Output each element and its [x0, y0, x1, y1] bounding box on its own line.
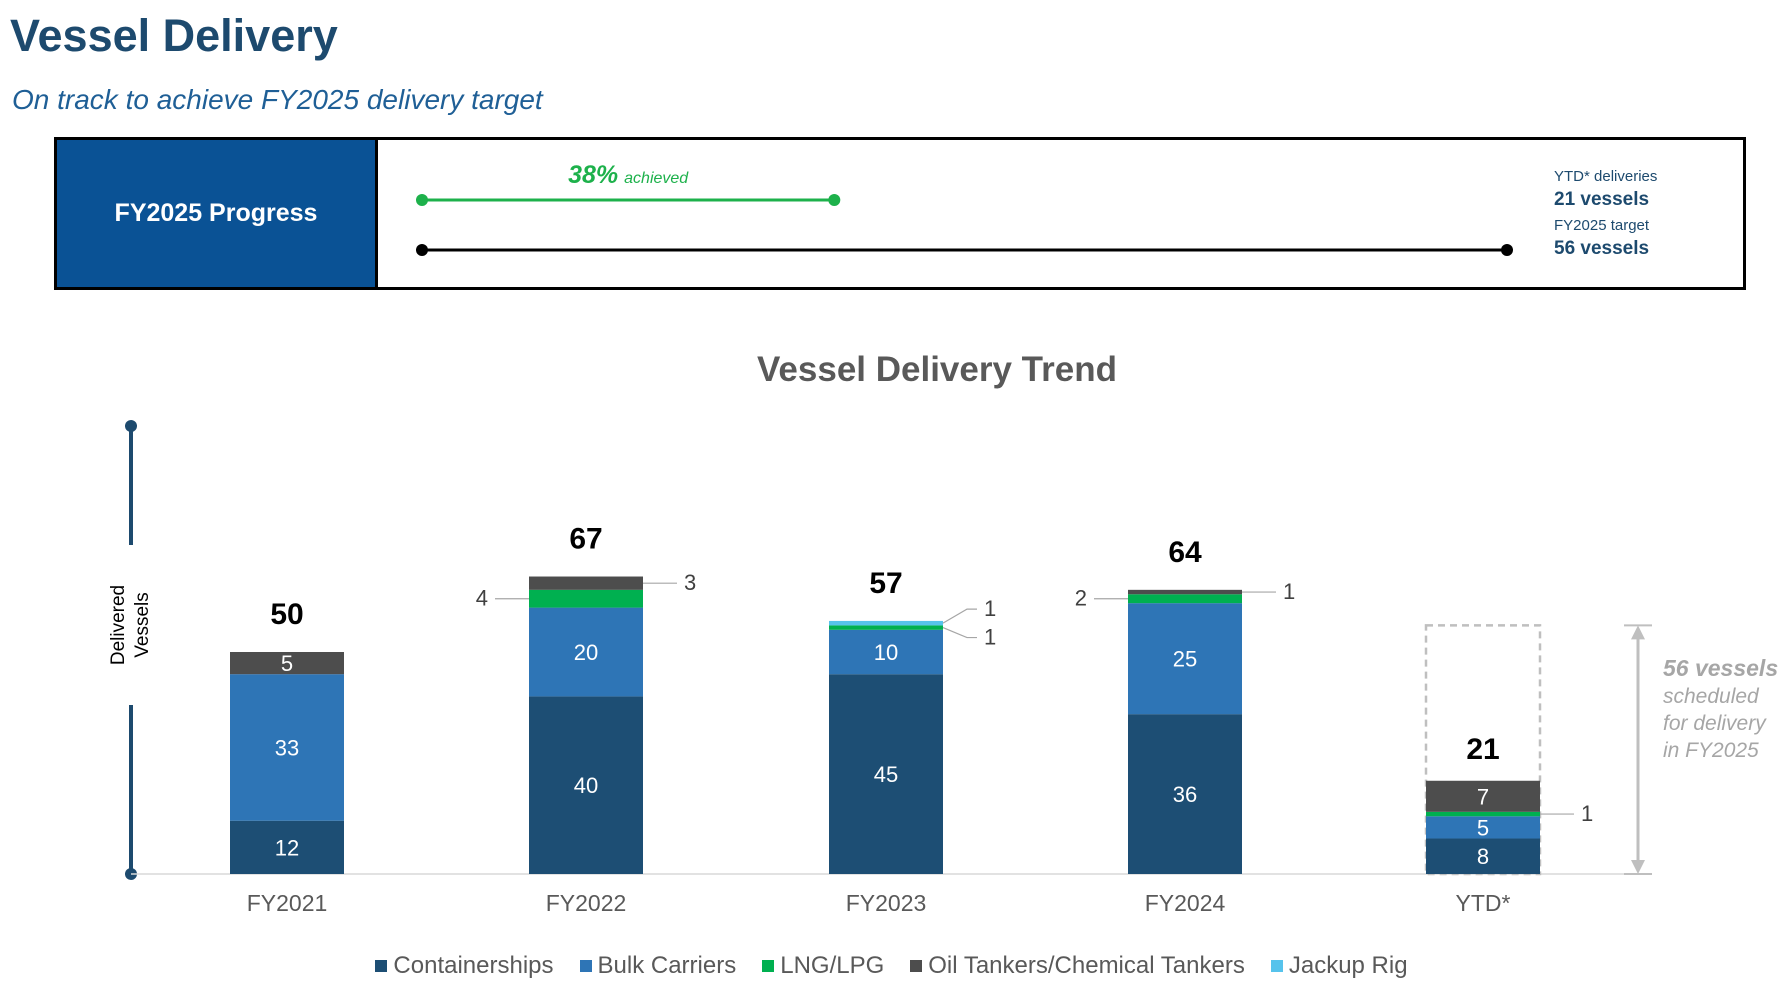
- bar-total-label: 21: [1466, 733, 1499, 766]
- target-annotation-value: 56 vessels: [1663, 655, 1778, 681]
- chart-title: Vessel Delivery Trend: [757, 350, 1117, 389]
- target-annotation-text-line: in FY2025: [1663, 739, 1759, 762]
- bar-segment: [1128, 603, 1242, 715]
- callout-label: 1: [1581, 801, 1593, 826]
- target-track-end-dot: [1501, 244, 1513, 256]
- bar-segment-label: 8: [1477, 844, 1489, 869]
- bar-segment-label: 12: [275, 835, 299, 860]
- page-subtitle: On track to achieve FY2025 delivery targ…: [12, 84, 543, 115]
- bar-segment-label: 7: [1477, 784, 1489, 809]
- target-track-start-dot: [416, 244, 428, 256]
- bar-segment-label: 5: [1477, 815, 1489, 840]
- achieved-percent-label: 38% achieved: [568, 161, 689, 189]
- legend-label: Jackup Rig: [1288, 952, 1408, 979]
- callout-label: 1: [984, 596, 996, 621]
- bar-segment: [529, 696, 643, 874]
- callout-label: 1: [1283, 579, 1295, 604]
- bar-segment-label: 33: [275, 735, 299, 760]
- legend-item: Jackup Rig: [1270, 952, 1408, 980]
- achieved-track-end-dot: [828, 194, 841, 206]
- bar-segment: [230, 652, 344, 675]
- progress-panel: FY2025 Progress 38% achieved YTD* deliver…: [54, 137, 1746, 290]
- bar-segment: [829, 629, 943, 675]
- legend-swatch: [910, 960, 923, 972]
- bar-segment: [1426, 780, 1540, 812]
- legend-swatch: [1270, 960, 1283, 972]
- bar-segment: [1426, 816, 1540, 839]
- bar-segment: [230, 820, 344, 874]
- bar-segment-label: 25: [1173, 647, 1197, 672]
- x-tick-label: FY2022: [546, 890, 627, 916]
- achieved-track-start-dot: [416, 194, 428, 206]
- legend-label: Containerships: [393, 952, 554, 979]
- bar-segment: [1426, 811, 1540, 817]
- bar-segment-label: 45: [874, 762, 898, 787]
- y-axis-label-box: Delivered Vessels: [97, 545, 165, 705]
- bar-segment: [230, 674, 344, 821]
- y-axis-top-dot: [125, 420, 137, 432]
- callout-label: 4: [476, 586, 488, 611]
- progress-tracks: 38% achieved: [416, 161, 1513, 256]
- bar-total-label: 57: [869, 567, 902, 600]
- legend-item: Containerships: [375, 952, 554, 980]
- bar-segment: [1426, 838, 1540, 874]
- target-label: FY2025 target: [1554, 217, 1650, 234]
- bar-segment: [1128, 714, 1242, 874]
- bar-segment: [1128, 589, 1242, 595]
- legend-item: Bulk Carriers: [579, 952, 737, 980]
- target-value: 56 vessels: [1554, 238, 1650, 259]
- bar-segment: [1128, 594, 1242, 604]
- chart-legend: Containerships Bulk Carriers LNG/LPG Oil Ta…: [0, 952, 1783, 980]
- target-annotation-text-line: for delivery: [1663, 712, 1767, 735]
- callout-leader-line: [942, 627, 977, 639]
- legend-label: Oil Tankers/Chemical Tankers: [928, 952, 1245, 979]
- legend-label: Bulk Carriers: [597, 952, 737, 979]
- bar-segment-label: 36: [1173, 782, 1197, 807]
- target-arrow-head-bottom: [1631, 860, 1645, 874]
- x-tick-label: FY2024: [1145, 890, 1226, 916]
- legend-swatch: [762, 960, 775, 972]
- x-tick-label: FY2021: [247, 890, 328, 916]
- legend-item: LNG/LPG: [762, 952, 884, 980]
- target-stat: FY2025 target 56 vessels: [1554, 217, 1649, 260]
- bar-segment-label: 20: [574, 640, 598, 665]
- callout-label: 3: [684, 570, 696, 595]
- legend-label: LNG/LPG: [780, 952, 885, 979]
- page-title: Vessel Delivery: [10, 10, 338, 61]
- callout-leader-line: [942, 608, 977, 624]
- target-outline-box: [1424, 624, 1542, 876]
- bar-segment: [529, 589, 643, 608]
- bar-segment: [829, 620, 943, 626]
- x-tick-label: YTD*: [1456, 890, 1511, 916]
- ytd-value: 21 vessels: [1554, 189, 1650, 210]
- ytd-stat: YTD* deliveries 21 vessels: [1554, 168, 1657, 211]
- bar-segment: [829, 625, 943, 630]
- progress-label: FY2025 Progress: [57, 140, 378, 287]
- callout-label: 2: [1075, 586, 1087, 611]
- legend-swatch: [579, 960, 592, 972]
- callout-label: 1: [984, 625, 996, 650]
- bar-segment-label: 5: [281, 651, 293, 676]
- target-annotation-text-line: scheduled: [1663, 685, 1760, 708]
- ytd-label: YTD* deliveries: [1554, 168, 1658, 185]
- bar-total-label: 67: [569, 523, 602, 556]
- bar-segment-label: 40: [574, 773, 598, 798]
- bar-segment-label: 10: [874, 640, 898, 665]
- bar-segment: [529, 607, 643, 697]
- legend-item: Oil Tankers/Chemical Tankers: [910, 952, 1245, 980]
- x-tick-label: FY2023: [846, 890, 927, 916]
- bar-total-label: 64: [1168, 536, 1202, 569]
- target-arrow-head-top: [1631, 625, 1645, 640]
- bar-segment: [529, 576, 643, 590]
- bar-segment: [829, 674, 943, 874]
- achieved-word: achieved: [624, 170, 689, 187]
- achieved-percent: 38%: [568, 161, 618, 189]
- bar-total-label: 50: [270, 598, 303, 631]
- y-axis-label: Delivered Vessels: [108, 584, 153, 666]
- legend-swatch: [375, 960, 388, 972]
